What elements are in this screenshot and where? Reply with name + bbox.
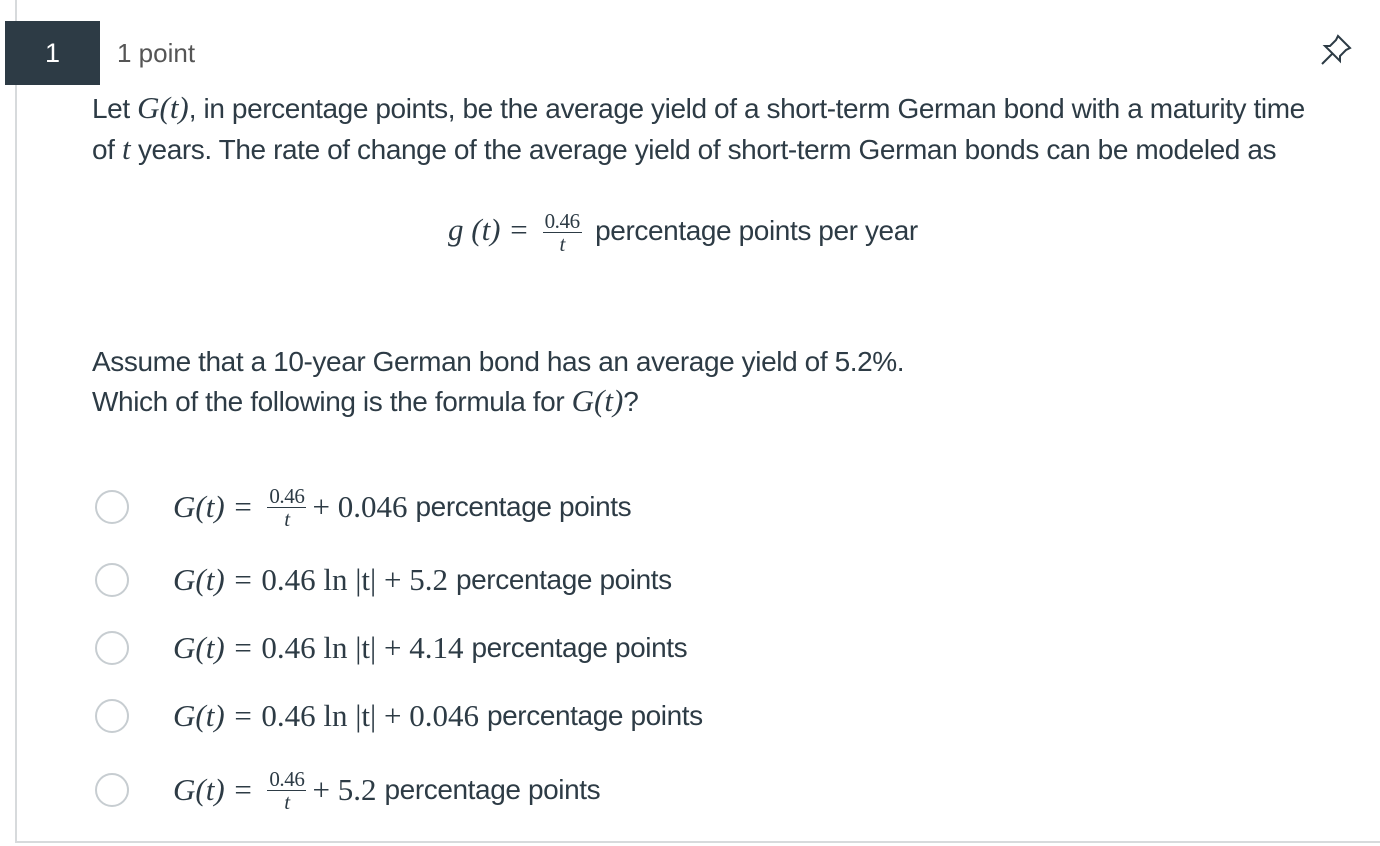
text: percentage points: [471, 632, 688, 663]
text: Which of the following is the formula fo…: [92, 386, 572, 417]
fraction: 0.46 t: [542, 209, 582, 256]
math: G(t) =: [173, 489, 254, 524]
text: percentage points: [486, 700, 703, 731]
text: percentage points: [455, 564, 672, 595]
question-ask: Which of the following is the formula fo…: [92, 381, 1322, 422]
answer-option[interactable]: G(t) = 0.46 ln |t| + 4.14 percentage point…: [95, 626, 688, 670]
answer-option[interactable]: G(t) = 0.46 ln |t| + 5.2 percentage points: [95, 558, 672, 602]
math: G(t) =: [173, 562, 254, 597]
radio-button[interactable]: [95, 490, 129, 524]
radio-button[interactable]: [95, 563, 129, 597]
math: G(t) =: [173, 772, 254, 807]
question-points: 1 point: [117, 38, 196, 68]
text: percentage points per year: [595, 214, 918, 246]
question-assumption: Assume that a 10-year German bond has an…: [92, 346, 905, 377]
text: ?: [623, 386, 639, 417]
math: G(t) =: [173, 698, 254, 733]
fraction: 0.46 t: [267, 766, 307, 814]
numerator: 0.46: [267, 766, 307, 791]
math: G(t): [571, 383, 624, 418]
math: g (t) =: [448, 211, 530, 247]
answer-option[interactable]: G(t) = 0.46 ln |t| + 0.046 percentage poin…: [95, 694, 703, 738]
question-frame: [15, 0, 1380, 843]
answer-option[interactable]: G(t) = 0.46 t + 0.046 percentage points: [95, 483, 632, 531]
denominator: t: [284, 789, 290, 814]
math: G(t): [137, 90, 189, 125]
math: 0.46 ln |t| + 5.2: [261, 562, 448, 597]
radio-button[interactable]: [95, 631, 129, 665]
radio-button[interactable]: [95, 773, 129, 807]
text: years. The rate of change of the average…: [130, 134, 1277, 165]
pin-icon[interactable]: [1318, 32, 1354, 68]
question-number: 1: [5, 21, 100, 85]
numerator: 0.46: [267, 483, 307, 508]
numerator: 0.46: [542, 209, 582, 233]
fraction: 0.46 t: [267, 483, 307, 531]
text: percentage points: [384, 774, 601, 805]
math: G(t) =: [173, 630, 254, 665]
answer-option[interactable]: G(t) = 0.46 t + 5.2 percentage points: [95, 766, 601, 814]
math: + 5.2: [312, 772, 377, 807]
denominator: t: [284, 506, 290, 531]
radio-button[interactable]: [95, 699, 129, 733]
math: 0.46 ln |t| + 4.14: [261, 630, 464, 665]
question-intro: Let G(t), in percentage points, be the a…: [92, 88, 1322, 170]
text: , in percentage points, be the average y…: [92, 93, 1305, 165]
rate-formula: g (t) = 0.46 t percentage points per year: [448, 210, 918, 255]
text: Let: [92, 93, 138, 124]
text: percentage points: [415, 491, 632, 522]
math: 0.46 ln |t| + 0.046: [261, 698, 479, 733]
math: t: [121, 131, 131, 166]
math: + 0.046: [312, 489, 408, 524]
denominator: t: [559, 232, 565, 256]
